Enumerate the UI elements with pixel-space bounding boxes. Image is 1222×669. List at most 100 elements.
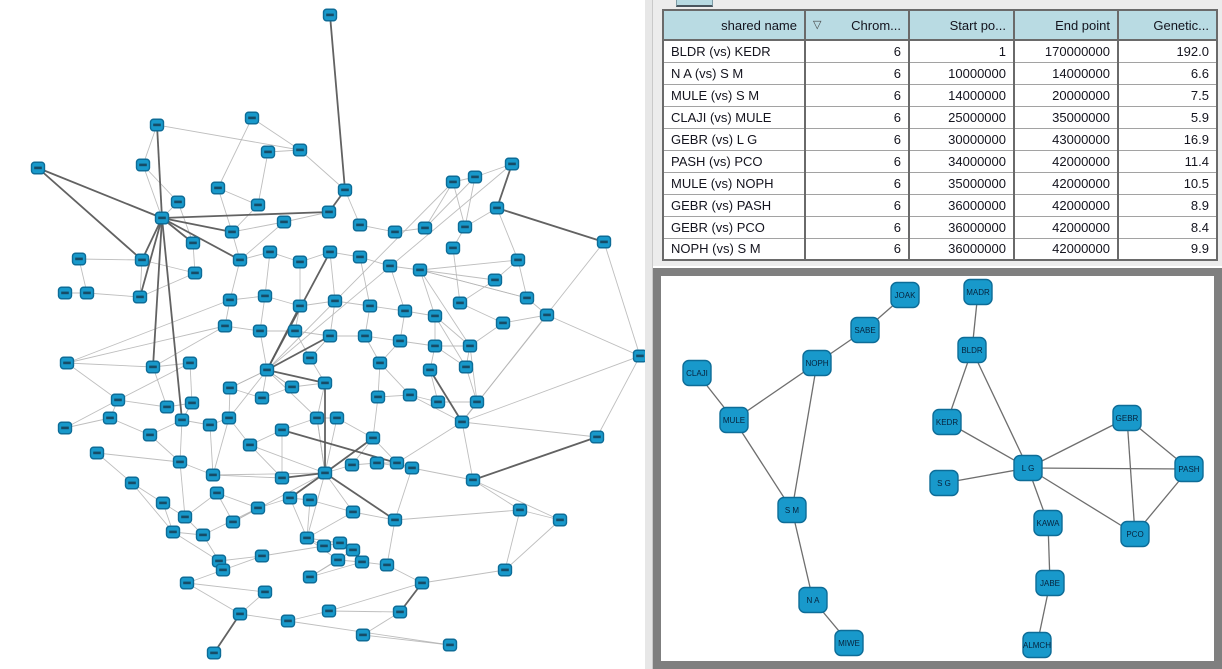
- network-node[interactable]: [217, 319, 233, 333]
- filter-icon[interactable]: ▽: [813, 18, 822, 31]
- network-node[interactable]: [321, 604, 337, 618]
- node-shape[interactable]: [1120, 520, 1150, 548]
- network-node[interactable]: [487, 273, 503, 287]
- network-node[interactable]: [442, 638, 458, 652]
- network-node[interactable]: [252, 324, 268, 338]
- node-shape[interactable]: [777, 496, 807, 524]
- table-row[interactable]: GEBR (vs) L G 6 30000000 43000000 16.9: [663, 127, 1217, 150]
- overview-network-panel[interactable]: [0, 0, 645, 669]
- node-mule[interactable]: MULE: [719, 406, 749, 434]
- network-node[interactable]: [79, 286, 95, 300]
- network-node[interactable]: [465, 473, 481, 487]
- network-node[interactable]: [352, 250, 368, 264]
- network-node[interactable]: [352, 218, 368, 232]
- node-shape[interactable]: [719, 406, 749, 434]
- node-pash[interactable]: PASH: [1174, 455, 1204, 483]
- network-node[interactable]: [519, 291, 535, 305]
- network-node[interactable]: [369, 456, 385, 470]
- network-node[interactable]: [59, 356, 75, 370]
- table-tab-fragment[interactable]: [676, 0, 713, 7]
- node-bldr[interactable]: BLDR: [957, 336, 987, 364]
- node-shape[interactable]: [932, 408, 962, 436]
- network-node[interactable]: [244, 111, 260, 125]
- node-jabe[interactable]: JABE: [1035, 569, 1065, 597]
- node-noph[interactable]: NOPH: [802, 349, 832, 377]
- network-node[interactable]: [327, 294, 343, 308]
- network-node[interactable]: [221, 411, 237, 425]
- network-node[interactable]: [132, 290, 148, 304]
- node-shape[interactable]: [1022, 631, 1052, 659]
- node-shape[interactable]: [1035, 569, 1065, 597]
- network-node[interactable]: [250, 501, 266, 515]
- network-node[interactable]: [282, 491, 298, 505]
- node-shape[interactable]: [890, 281, 920, 309]
- network-node[interactable]: [135, 158, 151, 172]
- node-gebr[interactable]: GEBR: [1112, 404, 1142, 432]
- network-node[interactable]: [179, 576, 195, 590]
- node-shape[interactable]: [850, 316, 880, 344]
- network-node[interactable]: [155, 496, 171, 510]
- table-row[interactable]: MULE (vs) NOPH 6 35000000 42000000 10.5: [663, 171, 1217, 194]
- network-node[interactable]: [510, 253, 526, 267]
- network-node[interactable]: [445, 241, 461, 255]
- network-node[interactable]: [309, 411, 325, 425]
- detail-network-canvas[interactable]: JOAK SABE NOPH CLAJI MULE S M N A MIWE MADR BLDR K…: [661, 276, 1214, 661]
- network-node[interactable]: [30, 161, 46, 175]
- network-node[interactable]: [430, 395, 446, 409]
- network-node[interactable]: [182, 356, 198, 370]
- network-node[interactable]: [454, 415, 470, 429]
- network-node[interactable]: [357, 329, 373, 343]
- network-node[interactable]: [242, 438, 258, 452]
- node-shape[interactable]: [1033, 509, 1063, 537]
- network-node[interactable]: [387, 513, 403, 527]
- network-node[interactable]: [274, 423, 290, 437]
- network-node[interactable]: [215, 563, 231, 577]
- network-node[interactable]: [262, 245, 278, 259]
- network-node[interactable]: [445, 175, 461, 189]
- network-node[interactable]: [184, 396, 200, 410]
- network-node[interactable]: [209, 486, 225, 500]
- network-node[interactable]: [287, 324, 303, 338]
- network-node[interactable]: [222, 293, 238, 307]
- network-node[interactable]: [71, 252, 87, 266]
- network-node[interactable]: [497, 563, 513, 577]
- network-node[interactable]: [187, 266, 203, 280]
- network-node[interactable]: [174, 413, 190, 427]
- network-node[interactable]: [232, 253, 248, 267]
- network-node[interactable]: [89, 446, 105, 460]
- network-node[interactable]: [205, 468, 221, 482]
- network-node[interactable]: [392, 334, 408, 348]
- network-node[interactable]: [292, 255, 308, 269]
- table-row[interactable]: GEBR (vs) PCO 6 36000000 42000000 8.4: [663, 215, 1217, 238]
- network-node[interactable]: [512, 503, 528, 517]
- node-shape[interactable]: [834, 629, 864, 657]
- network-node[interactable]: [427, 339, 443, 353]
- network-node[interactable]: [159, 400, 175, 414]
- network-node[interactable]: [362, 299, 378, 313]
- table-row[interactable]: MULE (vs) S M 6 14000000 20000000 7.5: [663, 83, 1217, 106]
- network-node[interactable]: [316, 539, 332, 553]
- network-node[interactable]: [414, 576, 430, 590]
- network-node[interactable]: [57, 286, 73, 300]
- network-node[interactable]: [404, 461, 420, 475]
- network-node[interactable]: [102, 411, 118, 425]
- network-node[interactable]: [322, 8, 338, 22]
- network-node[interactable]: [372, 356, 388, 370]
- network-node[interactable]: [292, 143, 308, 157]
- network-node[interactable]: [345, 505, 361, 519]
- network-node[interactable]: [589, 430, 605, 444]
- network-node[interactable]: [332, 536, 348, 550]
- network-node[interactable]: [337, 183, 353, 197]
- network-node[interactable]: [370, 390, 386, 404]
- node-shape[interactable]: [963, 278, 993, 306]
- network-node[interactable]: [232, 607, 248, 621]
- node-almch[interactable]: ALMCH: [1022, 631, 1052, 659]
- node-sm[interactable]: S M: [777, 496, 807, 524]
- network-node[interactable]: [142, 428, 158, 442]
- network-node[interactable]: [345, 543, 361, 557]
- node-shape[interactable]: [798, 586, 828, 614]
- network-node[interactable]: [458, 360, 474, 374]
- network-node[interactable]: [389, 456, 405, 470]
- network-node[interactable]: [257, 289, 273, 303]
- network-node[interactable]: [195, 528, 211, 542]
